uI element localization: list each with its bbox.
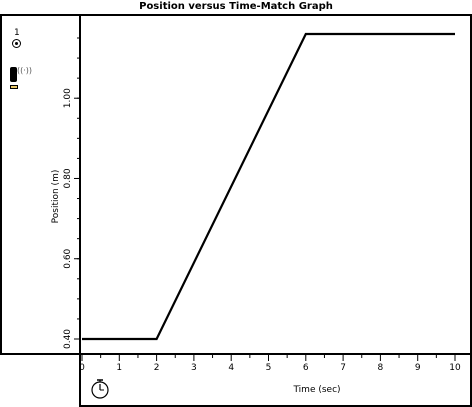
x-tick-label: 4 [228, 363, 234, 373]
motion-detector-icon[interactable] [10, 67, 17, 82]
x-tick-label: 9 [415, 363, 421, 373]
x-tick-label: 7 [340, 363, 346, 373]
y-axis-label: Position (m) [51, 170, 61, 224]
x-axis-panel [79, 353, 472, 407]
sensor-waves-icon: ((·)) [17, 66, 33, 75]
y-tick-label: 0.80 [63, 168, 73, 188]
y-tick-label: 0.40 [63, 329, 73, 349]
x-tick-label: 5 [266, 363, 272, 373]
x-tick-label: 3 [191, 363, 197, 373]
x-axis-label: Time (sec) [292, 385, 340, 395]
y-tick-label: 1.00 [63, 88, 73, 108]
x-tick-label: 8 [378, 363, 384, 373]
sensor-base-icon [10, 85, 18, 89]
probe-number: 1 [14, 28, 20, 38]
x-tick-label: 6 [303, 363, 309, 373]
stopwatch-icon[interactable] [90, 378, 110, 400]
x-tick-label: 10 [449, 363, 461, 373]
y-tick-label: 0.60 [63, 248, 73, 268]
probe-selector-icon[interactable] [12, 39, 21, 48]
series-line [82, 32, 455, 341]
plot-area[interactable] [79, 14, 472, 355]
x-tick-label: 2 [154, 363, 160, 373]
x-tick-label: 0 [79, 363, 85, 373]
x-tick-label: 1 [116, 363, 122, 373]
probe-panel [0, 14, 79, 355]
chart-title: Position versus Time-Match Graph [139, 1, 333, 12]
